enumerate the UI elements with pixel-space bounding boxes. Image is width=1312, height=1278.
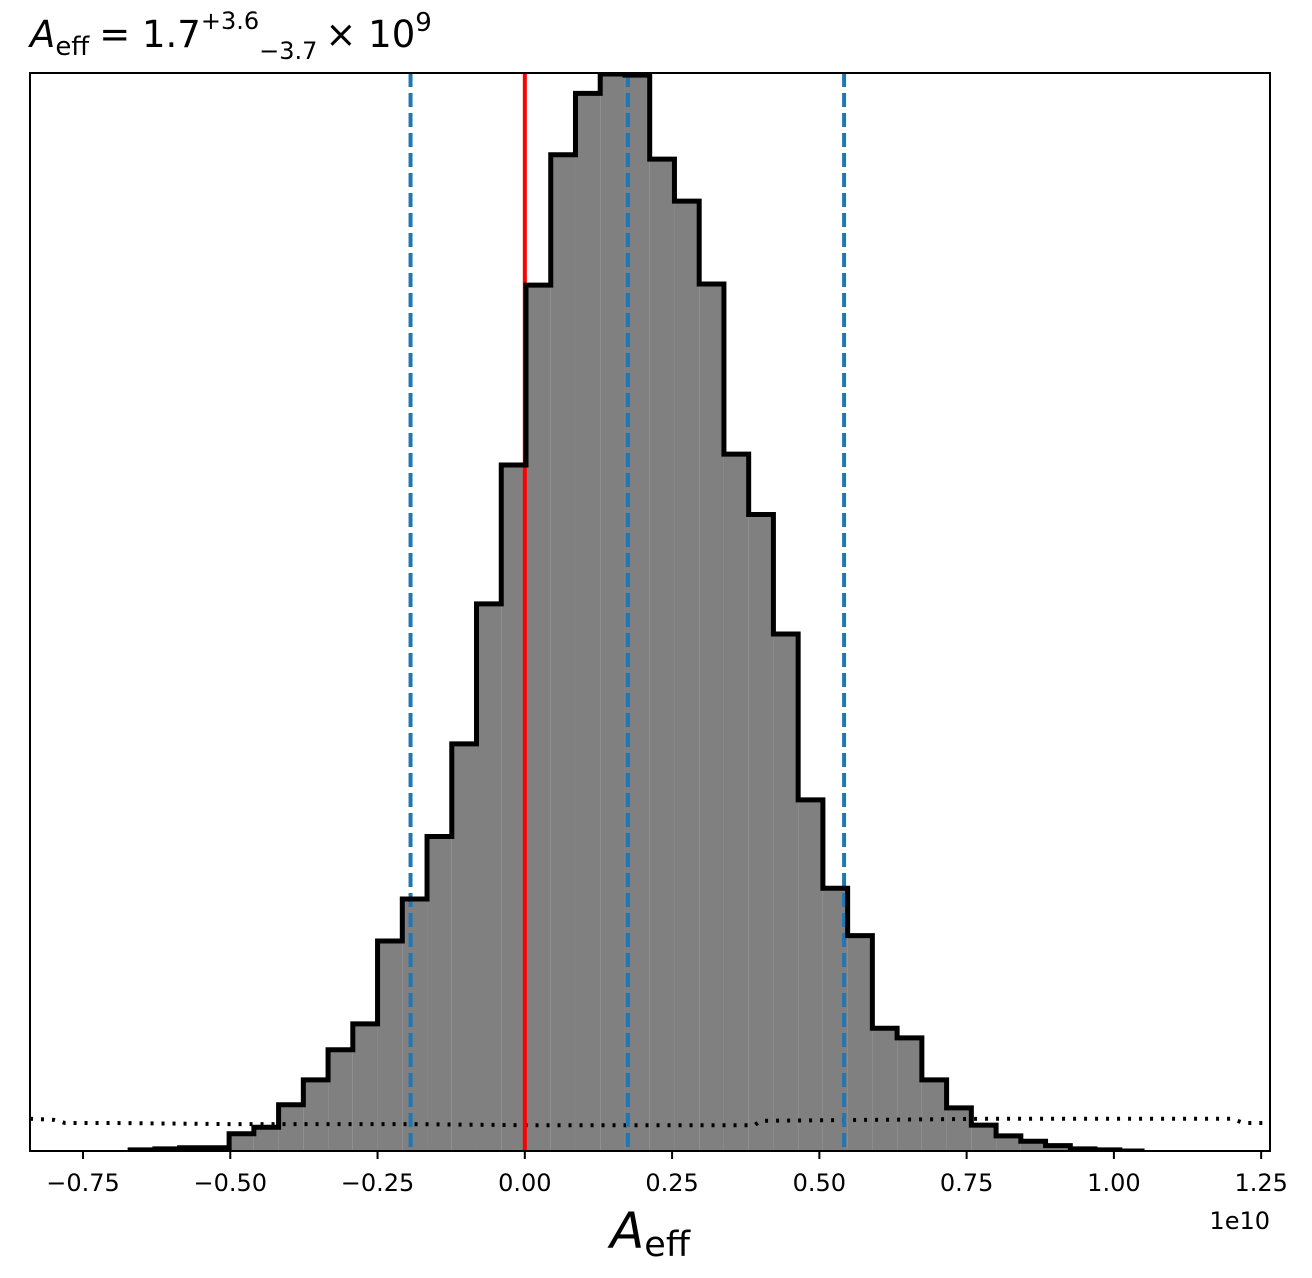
histogram-bar: [872, 1028, 898, 1151]
histogram-bar: [847, 935, 873, 1151]
histogram-bar: [253, 1127, 279, 1151]
histogram-bar: [402, 898, 428, 1151]
title-exponent: 9: [415, 8, 432, 38]
histogram-bar: [798, 799, 823, 1151]
histogram-bar: [600, 74, 625, 1151]
dotted-curve-line: [30, 1116, 1270, 1128]
histogram-bar: [946, 1107, 972, 1151]
x-tick-label: −0.75: [46, 1169, 120, 1197]
title-multiplier: × 10: [325, 13, 415, 56]
histogram-bar: [699, 284, 724, 1151]
histogram-bar: [501, 464, 526, 1151]
histogram-step-outline: [127, 73, 1145, 1151]
title-equals: = 1.7: [99, 13, 201, 56]
histogram-bar: [427, 836, 452, 1151]
title-subscript: eff: [55, 32, 90, 62]
histogram-bar: [674, 201, 700, 1151]
histogram-bar: [352, 1023, 378, 1151]
histogram-bar: [649, 159, 675, 1151]
xlabel-subscript: eff: [644, 1225, 691, 1265]
xlabel-symbol: A: [607, 1202, 644, 1260]
histogram-bar: [526, 285, 551, 1151]
histogram-bar: [748, 514, 774, 1151]
histogram-bar: [723, 454, 749, 1151]
x-tick-label: 0.00: [498, 1169, 551, 1197]
x-tick-label: −0.25: [341, 1169, 415, 1197]
plot-frame: [29, 72, 1271, 1152]
histogram-bar: [971, 1125, 997, 1151]
histogram-bar: [1045, 1145, 1071, 1151]
title-symbol: A: [28, 13, 55, 56]
x-tick-label: 1.00: [1087, 1169, 1140, 1197]
histogram-bar: [550, 154, 576, 1151]
x-offset-label: 1e10: [1209, 1207, 1270, 1235]
histogram-bar: [278, 1104, 304, 1151]
histogram-bar: [377, 940, 403, 1151]
histogram-bar: [328, 1049, 353, 1151]
histogram-bar: [575, 93, 601, 1151]
histogram-bar: [229, 1133, 254, 1151]
histogram-fill: [130, 74, 1120, 1151]
x-tick-label: 0.50: [793, 1169, 846, 1197]
x-tick-label: 0.25: [645, 1169, 698, 1197]
histogram-outline: [127, 73, 1145, 1151]
histogram-bar: [996, 1135, 1021, 1151]
x-axis-label: Aeff: [607, 1202, 691, 1265]
x-tick-label: 0.75: [940, 1169, 993, 1197]
dotted-curve: [30, 1116, 1270, 1128]
title-lower-error: −3.7: [259, 37, 317, 65]
histogram-bar: [451, 743, 477, 1151]
histogram-bar: [773, 634, 799, 1151]
reference-lines: [408, 73, 847, 1151]
histogram-bar: [303, 1079, 329, 1151]
x-tick-label: −0.50: [194, 1169, 268, 1197]
histogram-bar: [921, 1079, 947, 1151]
histogram-bar: [897, 1037, 922, 1151]
histogram-bar: [1020, 1141, 1046, 1151]
title-upper-error: +3.6: [201, 7, 259, 35]
histogram-bar: [476, 603, 502, 1151]
x-tick-label: 1.25: [1234, 1169, 1287, 1197]
x-axis-ticks: −0.75 −0.50 −0.25 0.00 0.25 0.50 0.75 1.00 1.25: [46, 1151, 1288, 1197]
chart-title: Aeff = 1.7+3.6−3.7 × 109: [28, 7, 432, 65]
